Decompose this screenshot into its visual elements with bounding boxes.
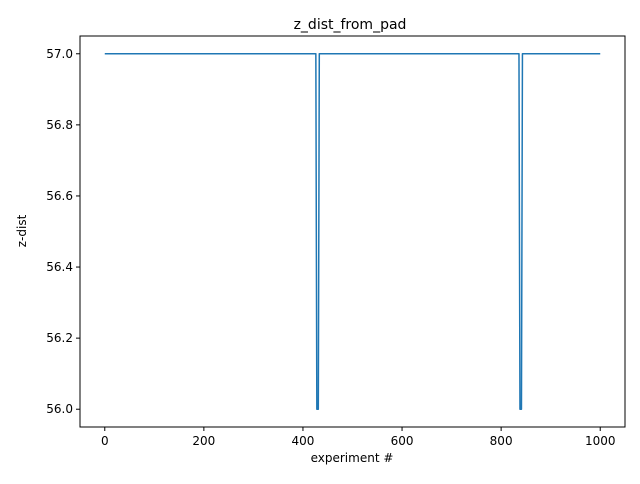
x-tick-label: 800 bbox=[490, 434, 513, 448]
series-line bbox=[104, 53, 601, 410]
x-axis-ticks: 0 200 400 600 800 1000 bbox=[101, 427, 616, 448]
plot-area bbox=[79, 35, 626, 428]
y-axis-label: z-dist bbox=[15, 214, 29, 247]
x-tick-label: 1000 bbox=[585, 434, 616, 448]
x-tick-label: 200 bbox=[192, 434, 215, 448]
plot-frame bbox=[79, 35, 626, 428]
y-tick-label: 56.8 bbox=[46, 118, 73, 132]
series-layer bbox=[104, 53, 601, 410]
x-tick-label: 400 bbox=[292, 434, 315, 448]
x-axis-label: experiment # bbox=[311, 451, 394, 465]
y-axis-ticks: 56.0 56.2 56.4 56.6 56.8 57.0 bbox=[46, 47, 80, 416]
chart-title: z_dist_from_pad bbox=[294, 17, 407, 33]
y-tick-label: 56.4 bbox=[46, 260, 73, 274]
x-tick-label: 0 bbox=[101, 434, 109, 448]
y-tick-label: 56.2 bbox=[46, 331, 73, 345]
y-tick-label: 57.0 bbox=[46, 47, 73, 61]
x-tick-label: 600 bbox=[391, 434, 414, 448]
y-tick-label: 56.0 bbox=[46, 402, 73, 416]
y-tick-label: 56.6 bbox=[46, 189, 73, 203]
